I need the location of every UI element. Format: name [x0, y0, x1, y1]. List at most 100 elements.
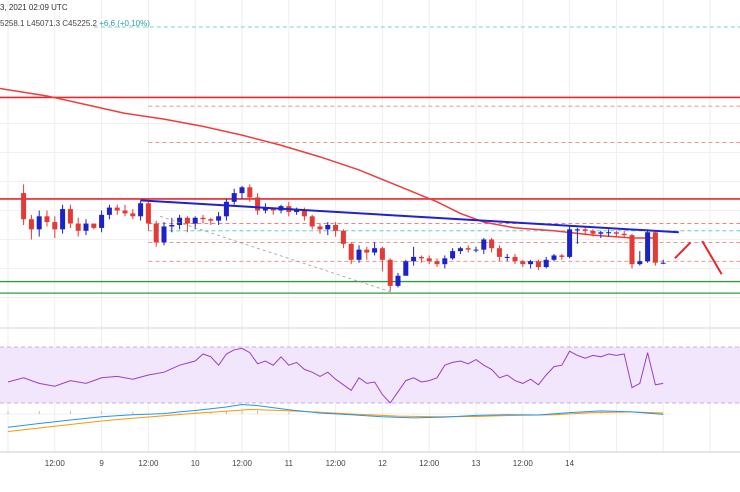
candle-body	[262, 207, 268, 211]
candle-body	[36, 216, 42, 230]
candle-body	[301, 210, 307, 217]
x-axis-tick-label: 11	[285, 459, 294, 468]
ohlc-readout: 5258.1 L45071.3 C45225.2 +6.6 (+0.10%)	[0, 19, 150, 28]
candle-body	[106, 207, 112, 215]
candle-body	[512, 256, 518, 262]
bearish-trendline	[140, 199, 679, 234]
candle-body	[528, 261, 534, 265]
candle-body	[145, 203, 151, 224]
x-axis-tick-label: 12:00	[232, 459, 253, 468]
fib-projection-line	[159, 215, 391, 293]
candle-body	[364, 249, 370, 253]
candle-body	[294, 210, 300, 212]
x-axis-tick-label: 12:00	[138, 459, 159, 468]
forecast-up-stroke	[674, 241, 692, 260]
candle-body	[590, 230, 596, 234]
x-axis-tick-label: 10	[191, 459, 200, 468]
moving-average-line	[0, 87, 656, 239]
candle-body	[652, 232, 658, 263]
candle-body	[582, 229, 588, 231]
candle-body	[606, 232, 612, 234]
candle-body	[613, 232, 619, 234]
candle-body	[340, 230, 346, 244]
candle-body	[208, 219, 214, 221]
candle-body	[75, 223, 81, 231]
macd-line	[7, 404, 664, 428]
candle-body	[372, 248, 378, 253]
candle-body	[535, 261, 541, 268]
trendline-layer	[140, 199, 723, 293]
x-axis-tick-label: 14	[565, 459, 574, 468]
candle-body	[403, 261, 409, 276]
candle-body	[216, 216, 222, 221]
candle-body	[598, 232, 604, 234]
candle-body	[520, 261, 526, 265]
candle-body	[333, 225, 339, 231]
candle-body	[130, 213, 136, 217]
candle-body	[559, 255, 565, 257]
candle-body	[138, 203, 144, 217]
candle-body	[169, 225, 175, 227]
chart-header-datetime: 3, 2021 02:09 UTC	[0, 3, 68, 12]
x-axis-tick-label: 12:00	[513, 459, 534, 468]
candle-body	[504, 256, 510, 258]
x-axis-tick-label: 12	[378, 459, 387, 468]
candle-body	[379, 248, 385, 260]
rsi-layer	[7, 347, 664, 404]
x-axis-tick-label: 13	[472, 459, 481, 468]
candle-body	[481, 239, 487, 250]
rsi-band-layer	[0, 346, 740, 404]
ohlc-change: +6.6 (+0.10%)	[99, 19, 150, 28]
candle-body	[574, 229, 580, 231]
candle-body	[543, 259, 549, 268]
x-axis-tick-label: 12:00	[419, 459, 440, 468]
candle-body	[621, 233, 627, 236]
candle-body	[161, 226, 167, 243]
candle-body	[247, 187, 253, 198]
x-axis-tick-label: 12:00	[45, 459, 66, 468]
ohlc-values: 5258.1 L45071.3 C45225.2	[0, 19, 100, 28]
rsi-line	[7, 347, 664, 404]
candle-body	[231, 193, 237, 202]
candle-body	[192, 217, 198, 224]
candle-body	[239, 187, 245, 194]
candle-body	[325, 225, 331, 230]
candle-body	[426, 258, 432, 262]
candle-body	[309, 216, 315, 227]
candle-body	[567, 229, 573, 257]
candle-body	[99, 214, 105, 228]
macd-layer	[0, 404, 671, 432]
candle-body	[473, 249, 479, 251]
candle-body	[348, 243, 354, 260]
rsi-band	[0, 347, 740, 403]
candle-body	[317, 226, 323, 230]
moving-average-layer	[0, 87, 656, 239]
candle-body	[44, 216, 50, 223]
candle-body	[60, 209, 66, 230]
candle-body	[28, 219, 34, 230]
candle-body	[91, 223, 97, 228]
candle-body	[637, 261, 643, 265]
candle-body	[411, 256, 417, 262]
candle-body	[255, 197, 261, 211]
x-axis-tick-label: 9	[99, 459, 104, 468]
candle-body	[177, 217, 183, 225]
candle-body	[465, 248, 471, 250]
candle-body	[457, 248, 463, 252]
candle-body	[496, 248, 502, 257]
candle-body	[629, 235, 635, 265]
candle-body	[551, 255, 557, 260]
candle-body	[114, 207, 120, 211]
x-axis-tick-label: 12:00	[326, 459, 347, 468]
candle-body	[489, 239, 495, 249]
candle-body	[200, 217, 206, 220]
time-axis: 12:00 9 12:00 10 12:00 11 12:00 12 12:00 13 12:00 1…	[45, 459, 575, 468]
candle-body	[395, 275, 401, 286]
forecast-down-stroke	[701, 240, 723, 275]
candle-body	[184, 217, 190, 224]
levels-layer	[0, 26, 740, 294]
candle-body	[660, 262, 666, 264]
candle-body	[450, 251, 456, 259]
